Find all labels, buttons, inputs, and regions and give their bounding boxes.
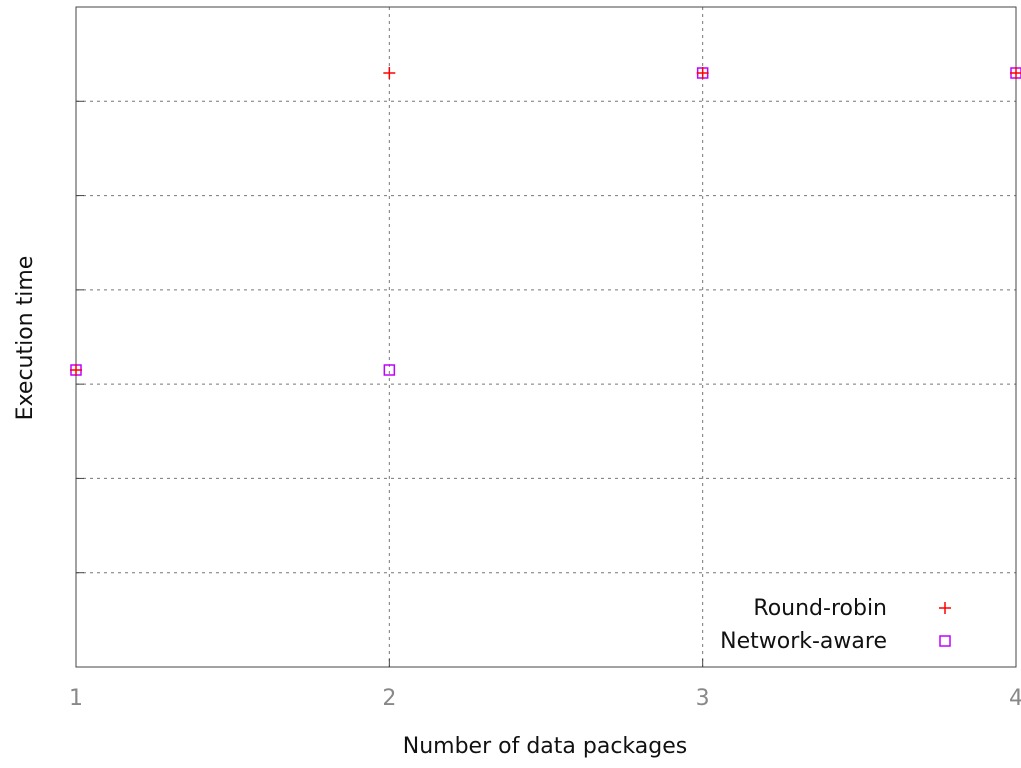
legend-symbol-network-aware [939,635,951,647]
legend-symbol-round-robin [939,602,951,614]
x-tick-label: 3 [696,686,710,711]
grid-layer [76,7,1016,667]
data-point-round-robin [1010,67,1021,79]
x-tick-label: 1 [69,686,83,711]
x-tick-label: 4 [1009,686,1021,711]
tick-layer: 1 2 3 4 [69,100,1021,711]
legend-marker-network-aware [939,635,951,647]
points-layer [70,67,1021,376]
x-tick-label: 2 [382,686,396,711]
legend: Round-robin Network-aware [720,596,951,654]
x-axis-label: Number of data packages [403,734,687,759]
data-point-round-robin [696,67,709,79]
legend-label-network-aware: Network-aware [720,629,887,654]
plot-frame [75,6,1017,668]
data-point-network-aware [383,364,396,376]
legend-label-round-robin: Round-robin [753,596,887,621]
legend-marker-round-robin [939,602,951,614]
data-point-round-robin [383,67,396,79]
data-point-round-robin [70,364,82,376]
y-axis-label: Execution time [13,256,38,421]
